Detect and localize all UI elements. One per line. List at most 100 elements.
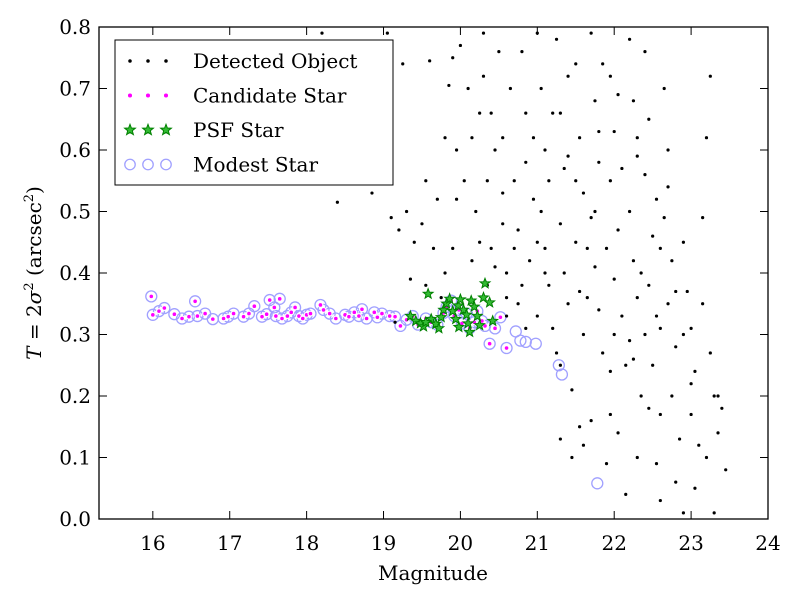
candidate-star-point — [245, 310, 252, 317]
detected-object-point — [585, 246, 589, 250]
detected-object-point — [558, 222, 562, 226]
detected-object-point — [654, 462, 659, 466]
detected-object-point — [504, 271, 509, 275]
candidate-star-point — [332, 315, 339, 322]
detected-object-point — [481, 74, 486, 78]
candidate-star-point — [259, 313, 266, 320]
detected-object-point — [658, 246, 662, 250]
y-axis-label-sup: 2 — [22, 282, 37, 290]
series-detected-object — [320, 31, 728, 515]
candidate-star-point — [185, 313, 192, 320]
detected-object-point — [493, 148, 497, 152]
x-tick-label: 19 — [371, 531, 396, 555]
candidate-star-point — [161, 305, 168, 312]
detected-object-point — [574, 240, 578, 244]
legend-marker-modest-star — [160, 158, 172, 171]
candidate-star-point — [320, 306, 327, 313]
modest-star-point — [248, 300, 261, 313]
detected-object-point — [708, 74, 712, 78]
detected-object-point — [716, 431, 720, 435]
detected-object-point — [620, 166, 624, 171]
legend-marker-modest-star — [124, 158, 136, 171]
psf-star-point — [454, 292, 467, 305]
detected-object-point — [543, 148, 547, 152]
detected-object-point — [443, 271, 447, 275]
detected-object-point — [647, 117, 651, 121]
modest-star-point — [188, 295, 202, 308]
detected-object-point — [624, 492, 628, 496]
detected-object-point — [612, 332, 616, 337]
detected-object-point — [562, 271, 566, 275]
x-tick-label: 24 — [755, 531, 780, 555]
detected-object-point — [593, 209, 597, 214]
detected-object-point — [689, 326, 693, 330]
detected-object-point — [581, 191, 586, 195]
modest-star-point — [168, 308, 181, 321]
candidate-star-point — [317, 301, 324, 308]
psf-star-point — [478, 276, 492, 289]
detected-object-point — [681, 240, 686, 244]
detected-object-point — [458, 43, 463, 48]
detected-object-point — [689, 412, 693, 417]
candidate-star-point — [299, 315, 306, 322]
detected-object-point — [601, 62, 605, 66]
detected-object-point — [639, 394, 643, 398]
x-tick-label: 23 — [678, 531, 703, 555]
detected-object-point — [578, 289, 582, 294]
detected-object-point — [466, 86, 470, 91]
candidate-star-point — [149, 311, 156, 318]
x-tick-label: 20 — [448, 531, 473, 555]
legend-label-detected-object: Detected Object — [193, 49, 357, 73]
candidate-star-point — [155, 308, 162, 315]
modest-star-point — [394, 319, 407, 333]
psf-star-point — [460, 308, 473, 321]
detected-object-point — [489, 111, 493, 115]
detected-object-point — [454, 197, 459, 201]
detected-object-point — [716, 394, 720, 398]
candidate-star-point — [202, 310, 209, 317]
detected-object-point — [654, 197, 659, 201]
y-axis-label-unit-close: ) — [22, 186, 46, 194]
detected-object-point — [597, 160, 601, 164]
candidate-star-point — [288, 309, 295, 316]
detected-object-point — [535, 314, 539, 318]
x-tick-label: 16 — [140, 531, 165, 555]
candidate-star-point — [326, 310, 333, 317]
modest-star-point — [145, 290, 158, 303]
detected-object-point — [408, 277, 413, 281]
legend-box — [114, 39, 394, 186]
modest-star-point — [500, 341, 513, 355]
candidate-star-point — [307, 310, 314, 317]
detected-object-point — [647, 283, 651, 287]
detected-object-point — [516, 228, 520, 232]
candidate-star-point — [292, 304, 299, 311]
candidate-star-point — [284, 313, 291, 320]
detected-object-point — [608, 412, 612, 417]
detected-object-point — [524, 111, 528, 115]
detected-object-point — [712, 394, 716, 398]
detected-object-point — [551, 326, 555, 330]
candidate-star-point — [503, 345, 510, 352]
candidate-star-point — [266, 297, 273, 304]
series-layer — [145, 31, 728, 515]
detected-object-point — [570, 455, 574, 460]
x-tick-label: 21 — [525, 531, 550, 555]
detected-object-point — [420, 222, 424, 226]
detected-object-point — [481, 31, 486, 35]
detected-object-point — [558, 437, 562, 441]
y-tick-label: 0.4 — [59, 261, 91, 285]
detected-object-point — [578, 136, 582, 140]
detected-object-point — [712, 511, 716, 515]
detected-object-point — [470, 136, 474, 140]
detected-object-point — [604, 462, 609, 466]
detected-object-point — [451, 246, 455, 250]
candidate-star-point — [392, 313, 399, 320]
detected-object-point — [435, 197, 439, 201]
modest-star-point — [352, 309, 366, 323]
y-tick-label: 0.3 — [59, 323, 91, 347]
candidate-star-point — [209, 316, 216, 323]
detected-object-point — [501, 222, 505, 226]
detected-object-point — [635, 136, 639, 140]
candidate-star-point — [225, 313, 232, 320]
detected-object-point — [685, 289, 689, 294]
